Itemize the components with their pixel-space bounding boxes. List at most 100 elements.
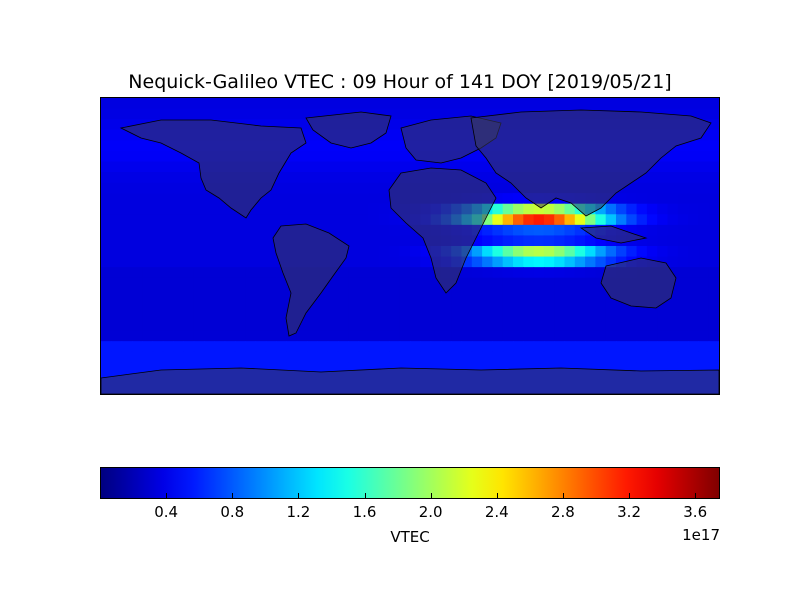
heatmap-cell: [646, 309, 658, 321]
heatmap-cell: [657, 224, 669, 237]
heatmap-cell: [358, 193, 370, 205]
heatmap-cell: [142, 246, 154, 258]
heatmap-cell: [204, 277, 215, 289]
heatmap-cell: [307, 351, 318, 363]
heatmap-cell: [265, 203, 277, 215]
heatmap-cell: [543, 98, 555, 110]
heatmap-cell: [646, 224, 658, 237]
heatmap-cell: [543, 214, 555, 226]
heatmap-cell: [173, 193, 184, 205]
heatmap-cell: [502, 203, 514, 215]
heatmap-cell: [214, 309, 226, 321]
heatmap-cell: [101, 161, 112, 173]
heatmap-cell: [368, 298, 380, 311]
heatmap-cell: [667, 161, 679, 173]
heatmap-cell: [173, 320, 184, 332]
heatmap-cell: [605, 362, 617, 374]
heatmap-cell: [554, 246, 566, 258]
heatmap-cell: [101, 193, 112, 205]
heatmap-cell: [657, 298, 669, 311]
heatmap-cell: [677, 351, 689, 363]
heatmap-cell: [276, 214, 287, 226]
heatmap-cell: [513, 246, 524, 258]
heatmap-cell: [688, 267, 699, 279]
heatmap-cell: [574, 298, 586, 311]
heatmap-cell: [162, 193, 174, 205]
heatmap-cell: [554, 256, 566, 268]
heatmap-cell: [585, 351, 596, 363]
heatmap-cell: [193, 172, 205, 184]
heatmap-cell: [502, 320, 514, 332]
heatmap-cell: [616, 246, 627, 258]
heatmap-cell: [276, 119, 287, 131]
heatmap-cell: [162, 161, 174, 173]
heatmap-cell: [152, 351, 164, 363]
heatmap-cell: [626, 224, 638, 237]
heatmap-cell: [585, 214, 596, 226]
heatmap-cell: [471, 362, 483, 374]
heatmap-cell: [502, 98, 514, 110]
heatmap-cell: [162, 320, 174, 332]
heatmap-cell: [276, 298, 287, 311]
heatmap-cell: [286, 119, 298, 131]
heatmap-cell: [173, 108, 184, 120]
heatmap-cell: [471, 267, 483, 279]
heatmap-cell: [286, 108, 298, 120]
heatmap-cell: [183, 214, 195, 226]
heatmap-cell: [276, 330, 287, 342]
heatmap-cell: [482, 172, 493, 184]
heatmap-cell: [482, 98, 493, 110]
heatmap-cell: [502, 235, 514, 247]
heatmap-cell: [276, 267, 287, 279]
heatmap-cell: [204, 309, 215, 321]
heatmap-cell: [358, 320, 370, 332]
heatmap-cell: [327, 298, 339, 311]
heatmap-cell: [101, 246, 112, 258]
heatmap-cell: [245, 330, 257, 342]
heatmap-cell: [183, 172, 195, 184]
heatmap-cell: [234, 320, 246, 332]
heatmap-cell: [595, 214, 607, 226]
heatmap-cell: [327, 341, 339, 353]
heatmap-cell: [193, 330, 205, 342]
heatmap-cell: [616, 320, 627, 332]
heatmap-cell: [101, 150, 112, 163]
heatmap-cell: [255, 235, 267, 247]
heatmap-cell: [131, 362, 143, 374]
heatmap-cell: [399, 277, 411, 289]
heatmap-cell: [255, 351, 267, 363]
heatmap-cell: [286, 362, 298, 374]
heatmap-cell: [667, 256, 679, 268]
heatmap-cell: [348, 277, 360, 289]
heatmap-cell: [265, 341, 277, 353]
heatmap-cell: [605, 298, 617, 311]
heatmap-cell: [193, 203, 205, 215]
heatmap-cell: [307, 362, 318, 374]
heatmap-cell: [193, 309, 205, 321]
heatmap-cell: [337, 182, 349, 194]
heatmap-cell: [296, 172, 308, 184]
heatmap-cell: [245, 288, 257, 300]
heatmap-cell: [368, 235, 380, 247]
heatmap-cell: [708, 288, 719, 300]
heatmap-cell: [121, 224, 133, 237]
heatmap-cell: [317, 309, 329, 321]
heatmap-cell: [513, 256, 524, 268]
heatmap-cell: [564, 98, 576, 110]
heatmap-cell: [399, 341, 411, 353]
heatmap-cell: [646, 235, 658, 247]
heatmap-cell: [327, 172, 339, 184]
heatmap-cell: [461, 362, 473, 374]
heatmap-cell: [204, 351, 215, 363]
heatmap-cell: [152, 224, 164, 237]
heatmap-cell: [255, 193, 267, 205]
heatmap-cell: [214, 330, 226, 342]
heatmap-cell: [543, 362, 555, 374]
heatmap-cell: [636, 362, 648, 374]
heatmap-cell: [214, 235, 226, 247]
heatmap-cell: [389, 129, 401, 141]
heatmap-cell: [389, 351, 401, 363]
heatmap-cell: [657, 193, 669, 205]
heatmap-cell: [131, 182, 143, 194]
heatmap-cell: [420, 288, 432, 300]
